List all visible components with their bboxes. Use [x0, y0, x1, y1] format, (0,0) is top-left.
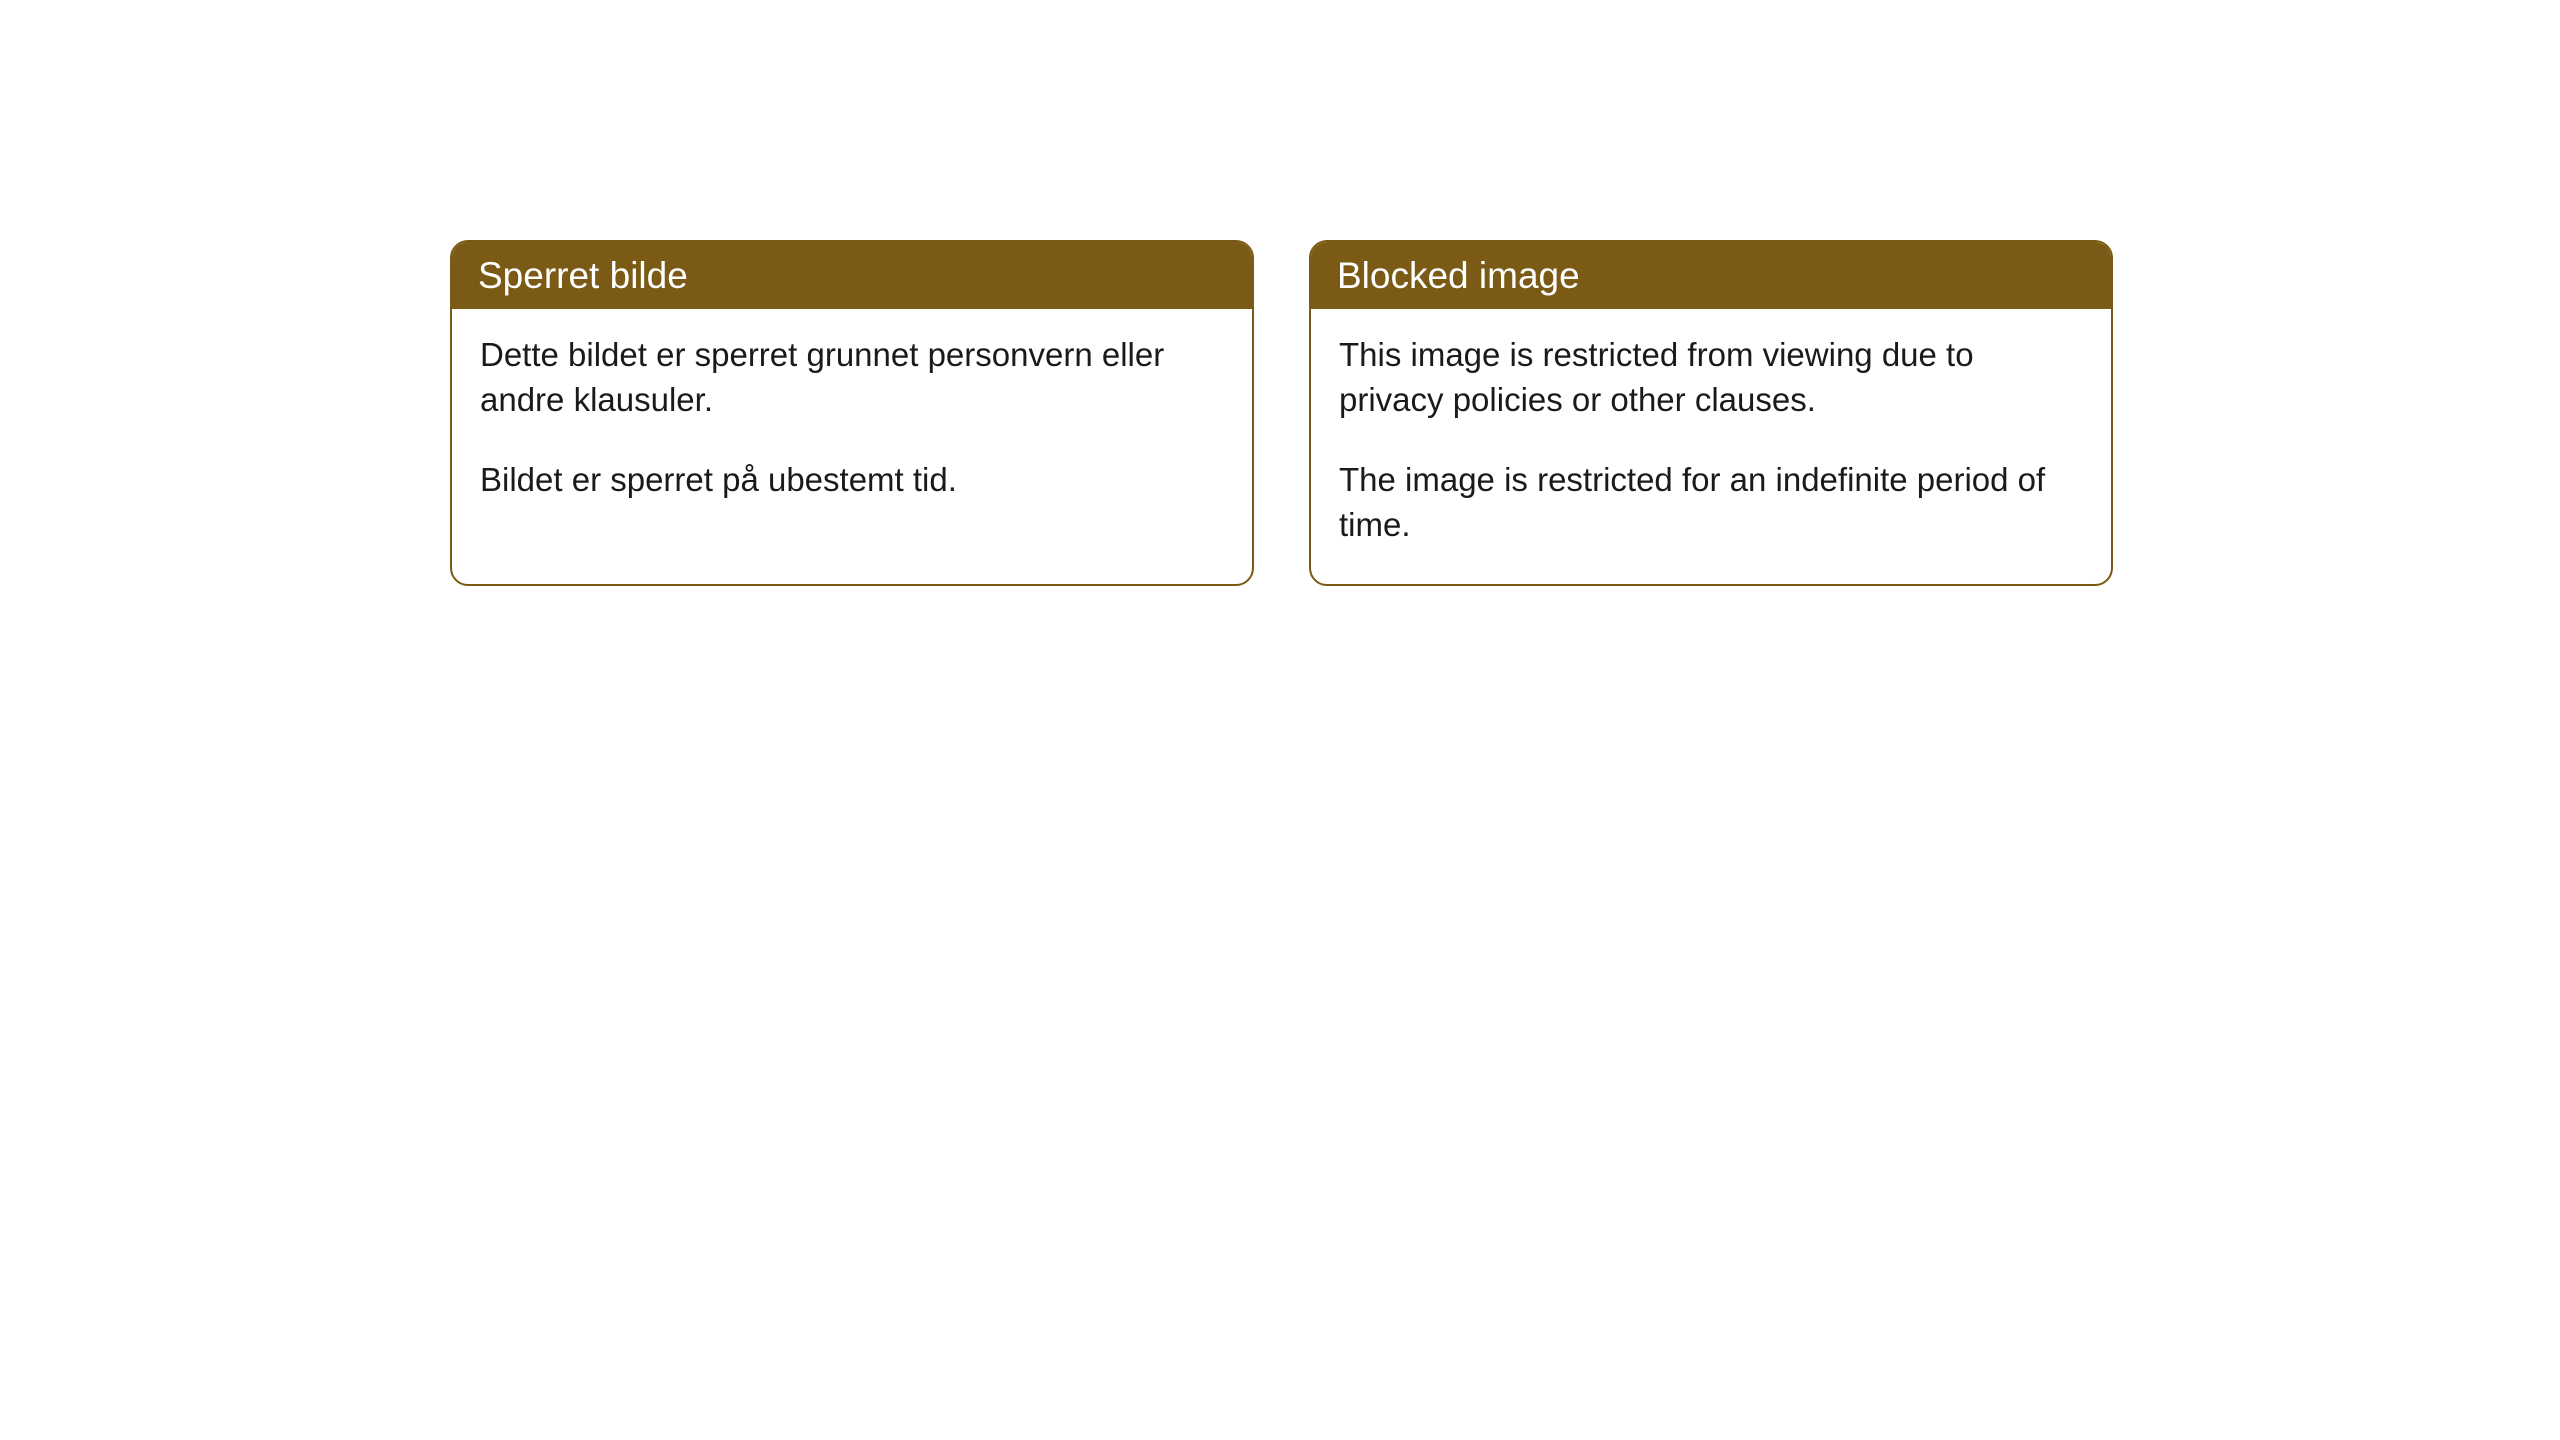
card-paragraph: The image is restricted for an indefinit… — [1339, 458, 2083, 547]
card-paragraph: Bildet er sperret på ubestemt tid. — [480, 458, 1224, 503]
card-container: Sperret bilde Dette bildet er sperret gr… — [0, 0, 2560, 586]
card-paragraph: Dette bildet er sperret grunnet personve… — [480, 333, 1224, 422]
card-header: Blocked image — [1311, 242, 2111, 309]
blocked-image-card-no: Sperret bilde Dette bildet er sperret gr… — [450, 240, 1254, 586]
card-header: Sperret bilde — [452, 242, 1252, 309]
card-title: Blocked image — [1337, 255, 1580, 296]
blocked-image-card-en: Blocked image This image is restricted f… — [1309, 240, 2113, 586]
card-paragraph: This image is restricted from viewing du… — [1339, 333, 2083, 422]
card-body: Dette bildet er sperret grunnet personve… — [452, 309, 1252, 539]
card-body: This image is restricted from viewing du… — [1311, 309, 2111, 583]
card-title: Sperret bilde — [478, 255, 688, 296]
